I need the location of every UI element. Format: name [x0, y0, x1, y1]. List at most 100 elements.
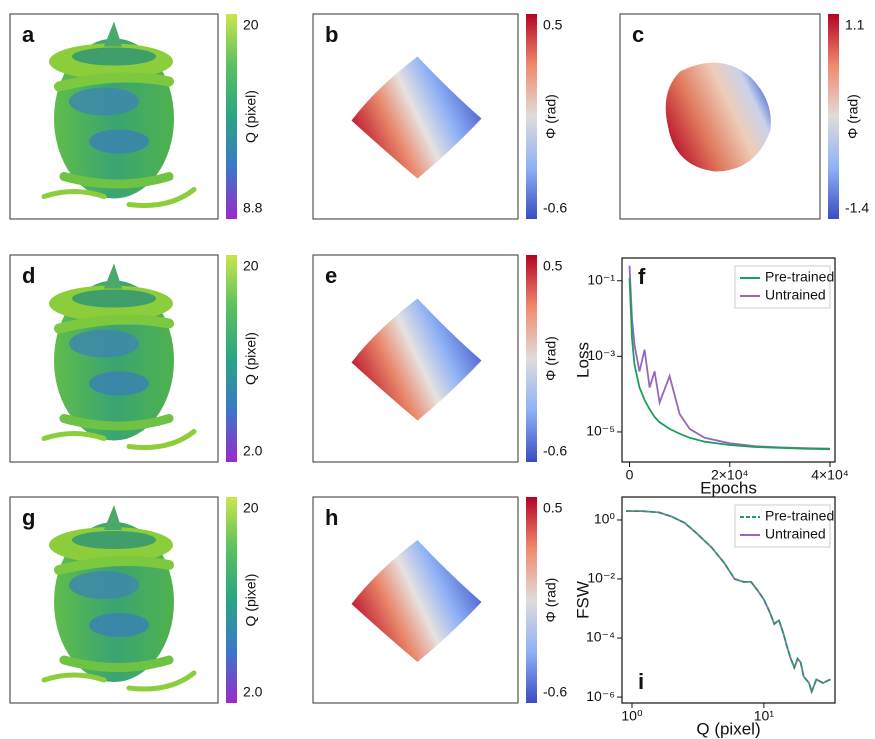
y-tick-label: 10⁰	[594, 511, 616, 527]
chart: 0 2×10⁴ 4×10⁴ 10⁻¹ 10⁻³ 10⁻⁵ Epochs Loss Pre-tra…	[573, 257, 849, 497]
plot-frame	[621, 496, 836, 704]
y-tick-label: 10⁻⁵	[586, 423, 615, 439]
render	[351, 540, 482, 662]
colorbar-label: Φ (rad)	[543, 94, 559, 139]
colorbar	[828, 14, 839, 219]
colorbar-min: -0.6	[543, 443, 567, 459]
render	[72, 289, 156, 308]
render	[69, 329, 139, 358]
colorbar	[526, 14, 537, 219]
render	[351, 298, 482, 421]
render	[41, 189, 107, 199]
chart: 10⁰ 10¹ 10⁰ 10⁻² 10⁻⁴ 10⁻⁶ Q (pixel) FSW Pre-tra…	[573, 496, 836, 738]
panel-letter: i	[638, 669, 644, 694]
x-axis-label: Epochs	[700, 478, 757, 497]
render	[72, 47, 156, 66]
panel: a 20 8.8 Q (pixel)	[9, 13, 263, 220]
colorbar-label: Q (pixel)	[243, 90, 259, 143]
x-axis-label: Q (pixel)	[696, 719, 760, 738]
legend-label: Pre-trained	[765, 269, 834, 285]
colorbar-min: 2.0	[243, 684, 263, 700]
colorbar-min: -0.6	[543, 200, 567, 216]
plot-frame	[621, 257, 836, 463]
colorbar-max: 20	[243, 258, 259, 274]
legend-label: Pre-trained	[765, 508, 834, 524]
render	[665, 62, 771, 172]
render	[54, 556, 174, 575]
panel: g 20 2.0 Q (pixel)	[9, 496, 263, 704]
colorbar-max: 0.5	[543, 17, 563, 33]
colorbar-label: Φ (rad)	[845, 94, 861, 139]
y-tick-label: 10⁻⁴	[586, 629, 615, 645]
render	[89, 613, 149, 637]
colorbar-min: 2.0	[243, 443, 263, 459]
render	[89, 371, 149, 396]
colorbar	[226, 497, 237, 703]
render	[41, 672, 107, 683]
render	[126, 670, 197, 692]
render	[54, 314, 174, 334]
colorbar-label: Q (pixel)	[243, 574, 259, 627]
panel: d 20 2.0 Q (pixel)	[9, 254, 263, 463]
render	[59, 172, 174, 189]
render	[54, 72, 174, 92]
panel: c 1.1 -1.4 Φ (rad)	[619, 13, 869, 220]
legend-label: Untrained	[765, 526, 826, 542]
colorbar	[526, 255, 537, 462]
panel: b 0.5 -0.6 Φ (rad)	[312, 13, 567, 220]
colorbar-min: -0.6	[543, 684, 567, 700]
render	[104, 263, 122, 289]
y-tick-label: 10⁻⁶	[586, 688, 615, 704]
x-tick-label: 10¹	[754, 708, 775, 724]
render	[72, 531, 156, 549]
x-tick-label: 2×10⁴	[711, 467, 749, 483]
render	[104, 505, 122, 530]
x-tick-label: 10⁰	[621, 708, 643, 724]
render	[126, 429, 197, 450]
x-tick-label: 4×10⁴	[811, 467, 849, 483]
render	[89, 129, 149, 154]
y-tick-label: 10⁻¹	[587, 271, 615, 287]
panel-letter: h	[325, 505, 338, 530]
colorbar-max: 0.5	[543, 500, 563, 516]
series-line	[628, 277, 831, 451]
panel-letter: g	[22, 505, 35, 530]
legend-box	[734, 265, 831, 309]
colorbar	[226, 14, 237, 219]
render	[351, 56, 482, 179]
colorbar	[226, 255, 237, 462]
colorbar-max: 0.5	[543, 258, 563, 274]
render	[59, 655, 174, 672]
y-axis-label: FSW	[573, 581, 592, 619]
colorbar-max: 20	[243, 500, 259, 516]
render	[126, 187, 197, 208]
colorbar-max: 20	[243, 17, 259, 33]
panel-letter: a	[22, 22, 35, 47]
panel-letter: b	[325, 22, 338, 47]
x-tick-label: 0	[626, 467, 634, 483]
legend-box	[734, 504, 831, 548]
series-line	[626, 510, 831, 695]
legend-label: Untrained	[765, 287, 826, 303]
colorbar-min: -1.4	[845, 200, 869, 216]
render	[41, 431, 107, 441]
render	[59, 414, 174, 431]
colorbar-label: Φ (rad)	[543, 336, 559, 381]
render	[69, 571, 139, 599]
panel-letter: c	[632, 22, 644, 47]
colorbar-min: 8.8	[243, 200, 263, 216]
panel: e 0.5 -0.6 Φ (rad)	[312, 254, 567, 463]
panel-letter: f	[638, 264, 646, 289]
colorbar-label: Q (pixel)	[243, 332, 259, 385]
render	[104, 21, 122, 47]
render	[69, 87, 139, 116]
panel: h 0.5 -0.6 Φ (rad)	[312, 496, 567, 704]
y-axis-label: Loss	[573, 342, 592, 378]
panel-letter: e	[325, 263, 337, 288]
y-tick-label: 10⁻³	[587, 347, 615, 363]
y-tick-label: 10⁻²	[587, 570, 615, 586]
colorbar-label: Φ (rad)	[543, 578, 559, 623]
panel-letter: d	[22, 263, 35, 288]
